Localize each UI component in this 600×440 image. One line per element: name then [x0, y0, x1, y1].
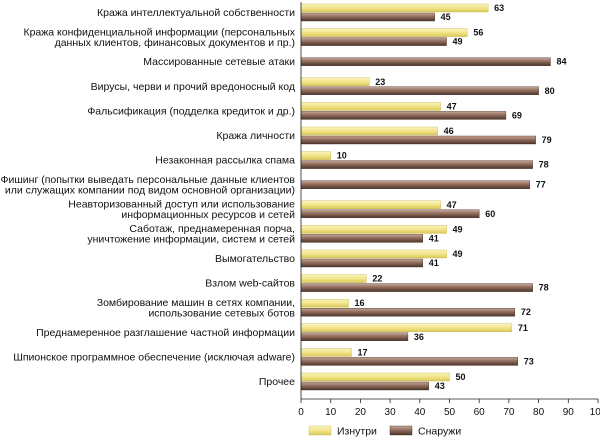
bar-outside	[300, 37, 447, 46]
x-tick-label: 10	[325, 407, 337, 418]
x-tick-label: 90	[563, 407, 575, 418]
legend-label-outside: Снаружи	[418, 426, 461, 438]
category-label: Кража личности	[216, 130, 295, 142]
x-tick-label: 50	[444, 407, 456, 418]
value-label-outside: 49	[453, 37, 463, 47]
value-label-inside: 47	[447, 200, 457, 210]
bar-outside	[300, 357, 519, 366]
value-label-outside: 78	[539, 160, 549, 170]
bar-inside	[300, 200, 441, 210]
bar-outside	[300, 308, 516, 317]
value-label-outside: 84	[556, 57, 566, 67]
value-label-outside: 60	[485, 209, 495, 219]
bar-inside	[300, 348, 352, 357]
value-label-outside: 80	[545, 86, 555, 96]
legend: Изнутри Снаружи	[308, 425, 461, 438]
bar-outside	[300, 234, 423, 243]
value-label-inside: 17	[357, 347, 367, 357]
value-label-outside: 41	[429, 258, 439, 268]
bar-inside	[300, 28, 468, 37]
bar-outside	[300, 86, 539, 96]
x-tick-label: 60	[474, 407, 486, 418]
bar-outside	[300, 209, 480, 219]
legend-swatch-inside	[308, 425, 332, 436]
category-label: Фишинг (попытки выведать персональные да…	[1, 174, 296, 197]
value-label-inside: 63	[494, 3, 504, 13]
value-label-outside: 77	[536, 180, 546, 190]
category-label: Прочее	[259, 376, 295, 388]
bar-inside	[300, 102, 441, 111]
category-label: Фальсификация (подделка кредиток и др.)	[87, 105, 295, 117]
plot-area: Кража интеллектуальной собственности 63 45…	[1, 2, 600, 418]
value-label-inside: 49	[453, 224, 463, 234]
category-label: Вирусы, черви и прочий вредоносный код	[91, 81, 295, 93]
bar-outside	[300, 12, 435, 22]
value-label-inside: 50	[456, 372, 466, 382]
category-label: Кража конфиденциальной информации (персо…	[23, 26, 295, 49]
value-label-inside: 71	[518, 323, 528, 333]
bar-outside	[300, 283, 533, 292]
bar-outside	[300, 332, 409, 341]
category-label: Зомбирование машин в сетях компании, испо…	[97, 297, 296, 320]
x-tick-label: 100	[590, 407, 600, 418]
value-label-inside: 46	[444, 126, 454, 136]
value-label-outside: 36	[414, 332, 424, 342]
value-label-inside: 47	[447, 101, 457, 111]
value-label-outside: 73	[524, 356, 534, 366]
category-label: Шпионское программное обеспечение (исклю…	[13, 351, 295, 363]
legend-label-inside: Изнутри	[337, 426, 377, 438]
bar-inside	[300, 372, 450, 382]
bar-inside	[300, 151, 331, 160]
value-label-outside: 72	[521, 307, 531, 317]
value-label-inside: 23	[375, 77, 385, 87]
bar-outside	[300, 57, 551, 66]
bar-outside	[300, 111, 507, 120]
value-label-outside: 45	[441, 12, 451, 22]
bar-inside	[300, 323, 513, 332]
category-label: Саботаж, преднамеренная порча, уничтожени…	[87, 223, 295, 246]
legend-swatch-outside	[389, 425, 413, 436]
value-label-inside: 16	[355, 298, 365, 308]
value-label-outside: 41	[429, 233, 439, 243]
bar-inside	[300, 77, 370, 87]
value-label-outside: 78	[539, 283, 549, 293]
bar-inside	[300, 3, 489, 13]
bar-inside	[300, 299, 349, 308]
category-label: Вымогательство	[215, 253, 295, 265]
value-label-inside: 22	[372, 274, 382, 284]
bar-outside	[300, 381, 429, 391]
bar-inside	[300, 225, 447, 234]
category-label: Незаконная рассылка спама	[155, 155, 295, 167]
bar-outside	[300, 180, 530, 189]
x-tick-label: 80	[533, 407, 545, 418]
value-label-inside: 10	[337, 151, 347, 161]
bar-outside	[300, 160, 533, 169]
category-label: Неавторизованный доступ или использовани…	[68, 199, 295, 222]
value-label-inside: 56	[473, 28, 483, 38]
bar-inside	[300, 126, 438, 136]
category-label: Преднамеренное разглашение частной инфор…	[36, 327, 295, 339]
category-label: Массированные сетевые атаки	[143, 56, 295, 68]
x-tick-label: 20	[355, 407, 367, 418]
bar-outside	[300, 135, 536, 145]
value-label-inside: 49	[453, 249, 463, 259]
x-tick-label: 30	[385, 407, 397, 418]
category-label: Взлом web-сайтов	[205, 278, 295, 290]
value-label-outside: 69	[512, 110, 522, 120]
bar-inside	[300, 249, 447, 259]
category-label: Кража интеллектуальной собственности	[97, 7, 295, 19]
bar-inside	[300, 274, 367, 283]
value-label-outside: 79	[542, 135, 552, 145]
bar-outside	[300, 258, 423, 268]
x-tick-label: 70	[503, 407, 515, 418]
x-tick-label: 0	[298, 407, 304, 418]
x-tick-label: 40	[414, 407, 426, 418]
value-label-outside: 43	[435, 381, 445, 391]
